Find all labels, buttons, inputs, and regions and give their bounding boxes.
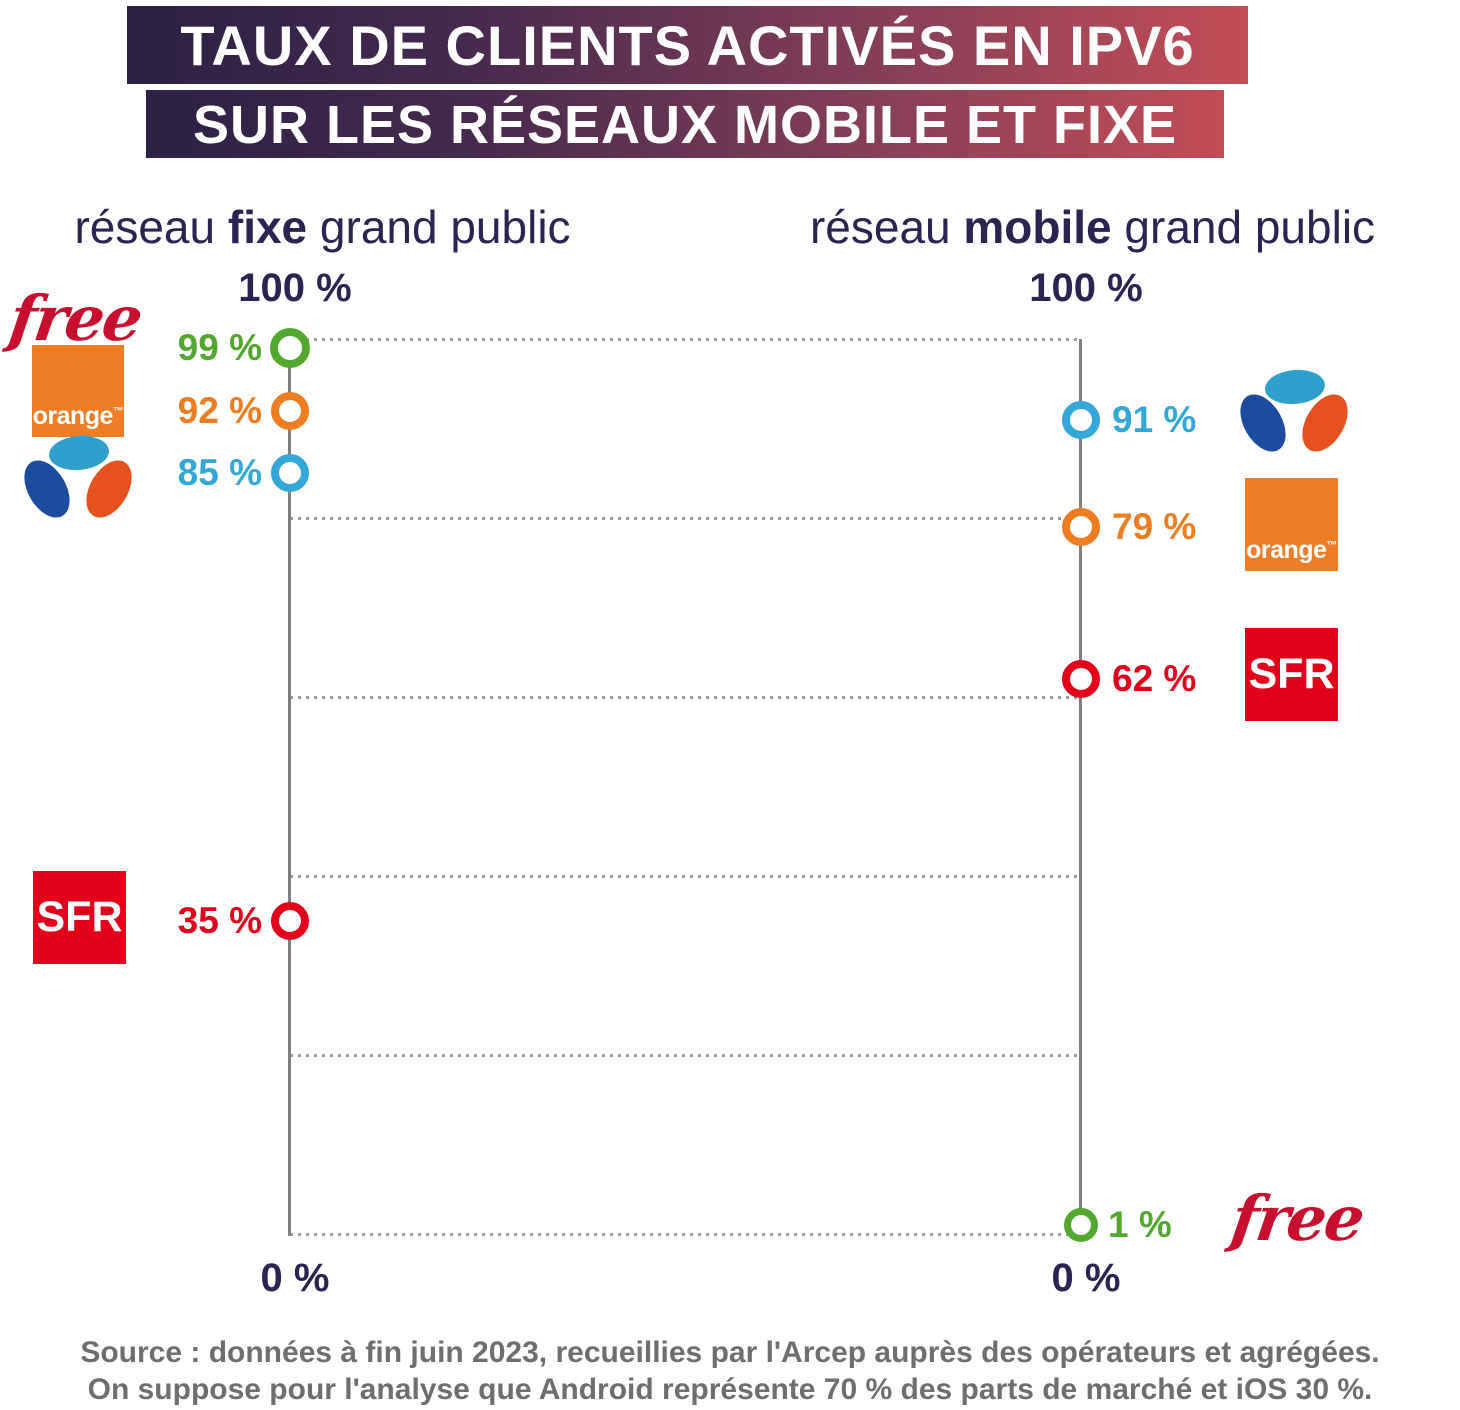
- orange-logo-text: orange™: [32, 402, 124, 430]
- gridline-60pct: [290, 696, 1081, 699]
- value-label-fixed-sfr: 35 %: [177, 900, 262, 941]
- data-point-mobile-bouygues-91: [1062, 401, 1100, 439]
- value-label-fixed-orange: 92 %: [177, 390, 262, 431]
- heading-mobile-post: grand public: [1124, 201, 1376, 253]
- heading-fixed-pre: réseau: [74, 201, 216, 253]
- title-line-1: TAUX DE CLIENTS ACTIVÉS EN IPV6: [127, 6, 1248, 84]
- heading-fixed-post: grand public: [319, 201, 571, 253]
- sfr-logo-mobile: SFR: [1245, 628, 1338, 721]
- value-label-fixed-bouygues: 85 %: [177, 452, 262, 493]
- gridline-40pct: [290, 875, 1081, 878]
- trademark-symbol: ™: [112, 405, 124, 418]
- data-point-fixed-free-99: [270, 328, 310, 368]
- orange-logo-text: orange™: [1246, 536, 1337, 564]
- mobile-axis-100-label: 100 %: [1029, 266, 1143, 310]
- data-point-fixed-sfr-35: [271, 902, 309, 940]
- data-point-mobile-sfr-62: [1062, 660, 1100, 698]
- gridline-80pct: [290, 517, 1081, 520]
- value-label-mobile-sfr: 62 %: [1112, 658, 1197, 699]
- trademark-symbol: ™: [1326, 539, 1337, 552]
- fixed-axis-0-label: 0 %: [260, 1256, 330, 1300]
- source-line-2: On suppose pour l'analyse que Android re…: [87, 1373, 1373, 1406]
- heading-mobile-network: réseau mobile grand public: [745, 200, 1440, 254]
- data-point-fixed-orange-92: [271, 392, 309, 430]
- data-point-mobile-orange-79: [1062, 508, 1100, 546]
- source-note: Source : données à fin juin 2023, recuei…: [20, 1334, 1440, 1408]
- value-label-mobile-bouygues: 91 %: [1112, 399, 1197, 440]
- orange-logo-mobile: orange™: [1245, 478, 1338, 571]
- orange-logo-fixed: orange™: [32, 345, 124, 437]
- mobile-axis-0-label: 0 %: [1051, 1256, 1121, 1300]
- title-line-2: SUR LES RÉSEAUX MOBILE ET FIXE: [146, 90, 1224, 158]
- data-point-fixed-bouygues-85: [271, 454, 309, 492]
- heading-fixed-bold: fixe: [227, 201, 308, 253]
- gridline-0pct: [290, 1233, 1081, 1236]
- data-point-mobile-free-1: [1064, 1208, 1098, 1242]
- source-line-1: Source : données à fin juin 2023, recuei…: [80, 1336, 1380, 1369]
- value-label-fixed-free: 99 %: [177, 327, 262, 368]
- heading-mobile-pre: réseau: [809, 201, 951, 253]
- mobile-network-axis: [1079, 339, 1082, 1236]
- fixed-axis-100-label: 100 %: [238, 266, 352, 310]
- fixed-network-axis: [288, 339, 291, 1236]
- heading-fixed-network: réseau fixe grand public: [0, 200, 645, 254]
- heading-mobile-bold: mobile: [963, 201, 1112, 253]
- value-label-mobile-free: 1 %: [1108, 1204, 1172, 1245]
- value-label-mobile-orange: 79 %: [1112, 506, 1197, 547]
- gridline-100pct: [290, 338, 1081, 341]
- gridline-20pct: [290, 1054, 1081, 1057]
- sfr-logo-fixed: SFR: [33, 871, 126, 964]
